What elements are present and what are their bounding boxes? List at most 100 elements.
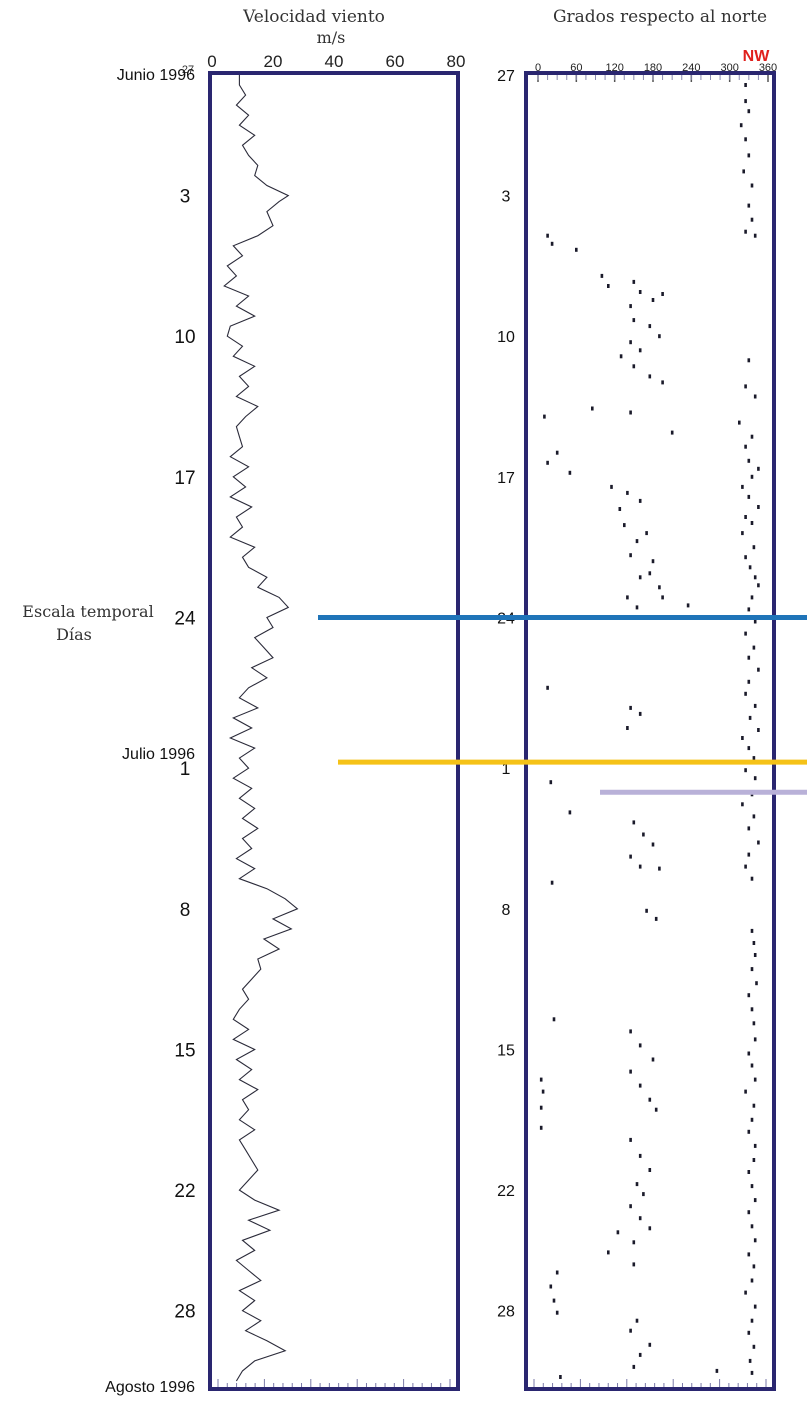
direction-point (757, 840, 760, 845)
direction-point (744, 83, 747, 87)
direction-point (752, 756, 756, 761)
direction-point (648, 324, 652, 329)
direction-point (753, 619, 757, 624)
direction-point (753, 1238, 757, 1243)
direction-point (747, 1252, 751, 1257)
direction-point (753, 953, 757, 957)
direction-point (752, 545, 756, 550)
direction-point (549, 1284, 553, 1289)
direction-point (742, 169, 745, 174)
direction-point (550, 880, 554, 885)
direction-point (638, 1043, 642, 1048)
direction-point (651, 559, 655, 564)
direction-point (632, 1240, 636, 1245)
direction-point (546, 685, 549, 690)
direction-point (752, 1103, 756, 1108)
speed-y-tick-label: 10 (174, 327, 195, 348)
direction-point (629, 553, 632, 558)
direction-point (750, 1063, 754, 1068)
direction-point (752, 1021, 756, 1026)
direction-y-tick-label: 22 (497, 1183, 515, 1200)
direction-point (661, 292, 664, 296)
direction-point (546, 233, 549, 238)
direction-point (747, 826, 751, 831)
direction-point (753, 703, 757, 708)
direction-point (632, 279, 636, 284)
direction-point (638, 1153, 642, 1158)
direction-points (539, 83, 760, 1379)
speed-y-tick-label: 22 (174, 1181, 195, 1202)
direction-point (744, 768, 747, 773)
y-axis-sublabel: Días (56, 625, 92, 644)
direction-point (753, 1143, 757, 1148)
direction-point (757, 583, 760, 588)
direction-point (752, 645, 756, 650)
direction-point (738, 420, 741, 425)
nw-annotation: NW (743, 48, 771, 65)
direction-point (753, 1037, 757, 1042)
direction-point (635, 1318, 639, 1323)
speed-y-tick-label: 8 (180, 900, 191, 921)
direction-point (686, 603, 690, 608)
direction-point (741, 736, 744, 740)
direction-point (658, 866, 661, 871)
direction-point (741, 484, 744, 489)
bottom-minor-ticks (217, 1379, 767, 1387)
speed-unit-label: m/s (317, 28, 346, 47)
direction-point (750, 474, 754, 479)
direction-point (750, 928, 754, 933)
direction-point (752, 941, 756, 945)
direction-point (747, 746, 751, 751)
direction-point (750, 1224, 754, 1229)
direction-point (757, 505, 760, 509)
direction-point (648, 571, 652, 576)
direction-point (632, 364, 636, 369)
direction-point (629, 1137, 632, 1142)
direction-y-tick-label: 1 (502, 761, 511, 778)
direction-point (568, 470, 572, 475)
direction-point (638, 1352, 642, 1357)
direction-point (543, 414, 546, 419)
direction-point (638, 1083, 642, 1088)
speed-x-tick-label: 20 (264, 52, 283, 71)
direction-point (638, 498, 642, 503)
direction-point (648, 1342, 652, 1347)
direction-point (632, 1262, 636, 1267)
direction-point (539, 1077, 543, 1082)
speed-y-tick-label: 15 (174, 1040, 195, 1061)
speed-chart-title: Velocidad viento (242, 7, 385, 27)
direction-point (629, 304, 632, 309)
direction-point (741, 802, 744, 807)
direction-point (752, 814, 756, 819)
direction-point (747, 1210, 751, 1215)
direction-point (747, 655, 751, 660)
direction-point (645, 531, 648, 536)
speed-y-tick-label: 28 (174, 1302, 195, 1323)
direction-point (541, 1089, 545, 1094)
direction-point (658, 334, 661, 339)
direction-point (632, 820, 636, 825)
direction-point (638, 864, 642, 869)
direction-point (744, 444, 747, 449)
direction-point (750, 1117, 754, 1122)
direction-plot-frame (524, 71, 776, 1391)
direction-point (750, 183, 754, 188)
direction-point (539, 1125, 543, 1130)
direction-point (750, 521, 754, 525)
direction-y-ticks: 27310172418152228 (497, 68, 515, 1321)
direction-point (744, 555, 747, 560)
direction-point (757, 667, 760, 672)
direction-y-tick-label: 10 (497, 329, 515, 346)
direction-point (747, 358, 751, 363)
direction-point (600, 273, 604, 278)
direction-point (549, 780, 553, 785)
direction-point (750, 434, 754, 439)
direction-point (753, 1304, 757, 1309)
direction-point (552, 1298, 556, 1303)
direction-point (618, 507, 622, 511)
direction-point (752, 1344, 756, 1349)
direction-point (555, 1270, 559, 1275)
direction-point (753, 776, 757, 781)
direction-point (750, 595, 754, 600)
